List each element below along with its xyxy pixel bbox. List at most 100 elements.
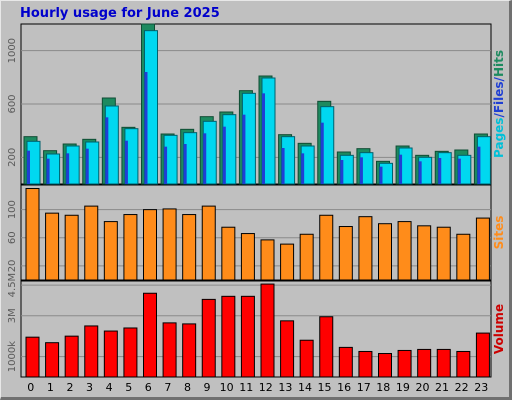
x-tick-label: 16 xyxy=(337,381,351,394)
axis-label-part: Sites xyxy=(492,216,506,250)
bar-sites xyxy=(319,214,334,281)
y-tick-label-sites: 20 xyxy=(7,260,18,273)
bar-sites xyxy=(475,217,490,281)
bar-volume xyxy=(84,325,99,378)
x-tick-label: 9 xyxy=(204,381,211,394)
bar-files xyxy=(340,160,344,184)
bar-sites xyxy=(84,205,99,281)
x-tick-label: 0 xyxy=(27,381,34,394)
bar-volume xyxy=(417,348,432,378)
bar-sites xyxy=(358,216,373,281)
y-tick-label-sites: 60 xyxy=(7,231,18,244)
bar-sites xyxy=(45,212,60,281)
bar-files xyxy=(164,146,168,184)
bar-files xyxy=(124,140,128,184)
x-tick-label: 11 xyxy=(239,381,253,394)
bar-volume xyxy=(25,336,40,378)
bar-sites xyxy=(64,214,79,281)
x-tick-label: 6 xyxy=(145,381,152,394)
bar-files xyxy=(359,157,363,184)
bar-sites xyxy=(338,226,353,281)
bar-files xyxy=(85,148,89,184)
bar-sites xyxy=(162,208,177,281)
x-tick-label: 17 xyxy=(357,381,371,394)
bar-files xyxy=(222,126,226,184)
bar-sites xyxy=(221,226,236,281)
axis-label-volume: Volume xyxy=(492,304,506,354)
bar-volume xyxy=(123,327,138,378)
bar-files xyxy=(242,114,246,184)
x-tick-label: 19 xyxy=(396,381,410,394)
axis-label-part: Volume xyxy=(492,304,506,354)
bar-sites xyxy=(417,225,432,281)
bar-files xyxy=(281,148,285,184)
plot-area-volume xyxy=(20,280,492,378)
bar-files xyxy=(477,146,481,184)
bar-files xyxy=(144,72,148,184)
bar-files xyxy=(457,158,461,184)
bar-sites xyxy=(299,233,314,281)
axis-label-part: / xyxy=(492,76,506,81)
y-tick-label-volume: 3M xyxy=(7,308,18,323)
bar-sites xyxy=(143,209,157,281)
axis-label-part: Hits xyxy=(492,50,506,77)
x-tick-label: 18 xyxy=(376,381,390,394)
bar-volume xyxy=(378,353,392,378)
bar-sites xyxy=(25,188,40,281)
bar-volume xyxy=(280,320,295,378)
bar-volume xyxy=(221,295,236,378)
plot-area-sites xyxy=(20,184,492,281)
bar-volume xyxy=(475,332,490,378)
bar-sites xyxy=(436,226,451,281)
bar-volume xyxy=(240,295,255,378)
y-tick-label-hits: 600 xyxy=(7,94,18,113)
x-tick-label: 20 xyxy=(415,381,429,394)
x-tick-label: 5 xyxy=(125,381,132,394)
x-tick-label: 7 xyxy=(164,381,171,394)
bar-sites xyxy=(378,223,392,281)
bar-files xyxy=(27,150,30,184)
bar-volume xyxy=(143,292,157,378)
bar-volume xyxy=(319,316,334,378)
bar-files xyxy=(183,144,187,184)
bar-volume xyxy=(103,330,118,378)
bar-sites xyxy=(280,243,295,281)
y-tick-label-volume: 4.5M xyxy=(7,273,18,298)
y-tick-label-volume: 1000k xyxy=(7,341,18,372)
bar-sites xyxy=(260,239,275,281)
x-tick-label: 4 xyxy=(106,381,113,394)
bar-volume xyxy=(64,335,79,378)
axis-label-part: Files xyxy=(492,81,506,113)
bar-volume xyxy=(358,350,373,378)
bar-sites xyxy=(123,214,138,281)
bar-volume xyxy=(182,323,197,378)
bar-sites xyxy=(456,233,471,281)
bar-files xyxy=(418,161,422,184)
bar-files xyxy=(105,117,109,184)
x-tick-label: 23 xyxy=(474,381,488,394)
x-tick-label: 12 xyxy=(259,381,273,394)
bar-files xyxy=(66,153,70,184)
bar-volume xyxy=(299,339,314,378)
bar-volume xyxy=(162,322,177,378)
x-tick-label: 1 xyxy=(47,381,54,394)
x-tick-label: 8 xyxy=(184,381,191,394)
bar-files xyxy=(320,122,324,184)
axis-label-sites: Sites xyxy=(492,216,506,250)
bar-files xyxy=(399,154,403,184)
x-tick-label: 13 xyxy=(278,381,292,394)
bar-files xyxy=(438,158,442,184)
bar-volume xyxy=(338,346,353,378)
y-tick-label-sites: 100 xyxy=(7,200,18,219)
bar-volume xyxy=(201,298,216,378)
bar-sites xyxy=(201,205,216,281)
bar-files xyxy=(46,158,50,184)
bar-files xyxy=(262,93,265,184)
x-tick-label: 10 xyxy=(220,381,234,394)
y-tick-label-hits: 1000 xyxy=(7,38,18,63)
x-tick-label: 2 xyxy=(66,381,73,394)
x-tick-label: 14 xyxy=(298,381,312,394)
bar-sites xyxy=(182,214,197,281)
bar-files xyxy=(379,166,383,184)
